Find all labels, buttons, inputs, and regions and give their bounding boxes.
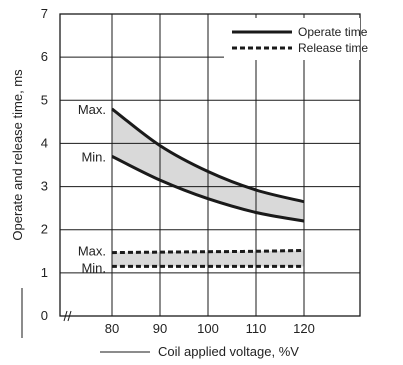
y-tick-label-4: 4	[41, 135, 48, 150]
y-tick-label-2: 2	[41, 222, 48, 237]
x-tick-label-100: 100	[197, 321, 219, 336]
axis-break-mark	[63, 310, 72, 322]
series-release-max-line	[111, 248, 305, 255]
plot-frame	[59, 13, 361, 317]
legend-label-release: Release time	[298, 41, 368, 55]
x-tick-label-90: 90	[153, 321, 167, 336]
annotation-operate-max: Max.	[78, 102, 106, 117]
legend-label-operate: Operate time	[298, 25, 368, 39]
y-tick-label-5: 5	[41, 92, 48, 107]
annotation-release-max: Max.	[78, 244, 106, 259]
x-tick-label-120: 120	[293, 321, 315, 336]
annotation-release-min: Min.	[81, 260, 106, 275]
series-operate-max-line	[111, 107, 305, 204]
y-tick-label-0: 0	[41, 308, 48, 323]
y-tick-label-1: 1	[41, 265, 48, 280]
y-tick-label-7: 7	[41, 6, 48, 21]
x-axis-title: Coil applied voltage, %V	[158, 344, 299, 359]
x-tick-label-80: 80	[105, 321, 119, 336]
annotation-operate-min: Min.	[81, 149, 106, 164]
y-tick-label-6: 6	[41, 49, 48, 64]
y-tick-label-3: 3	[41, 179, 48, 194]
x-tick-label-110: 110	[246, 321, 267, 336]
legend-box	[224, 18, 360, 60]
series-operate-min-line	[111, 155, 305, 223]
y-axis-title: Operate and release time, ms	[10, 69, 25, 241]
